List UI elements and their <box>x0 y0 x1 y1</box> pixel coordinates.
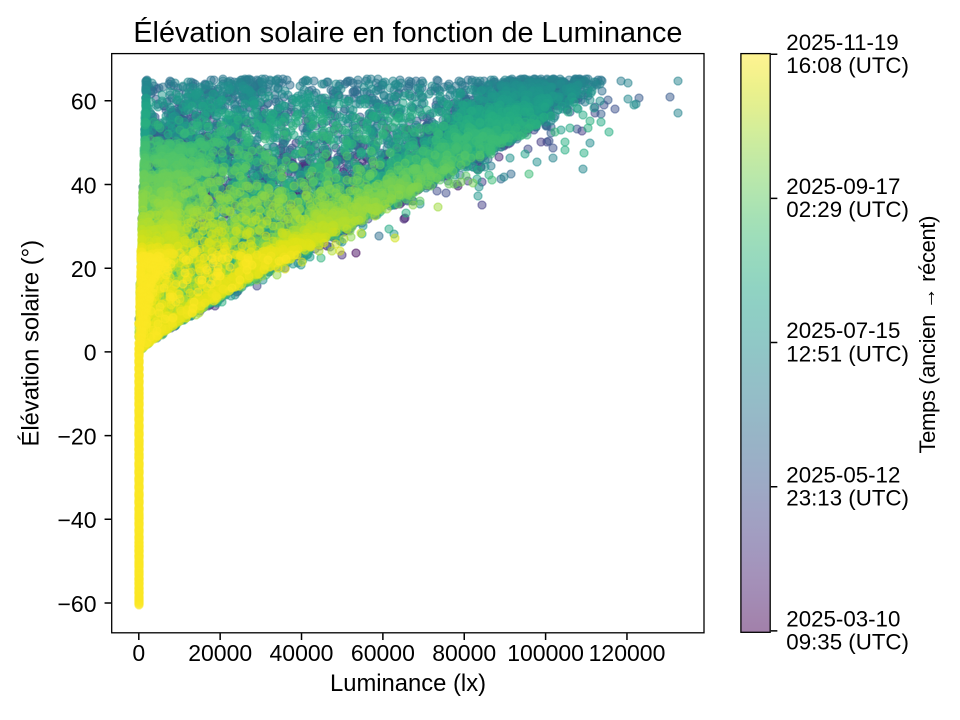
svg-text:2025-11-19: 2025-11-19 <box>786 30 898 55</box>
svg-text:2025-07-15: 2025-07-15 <box>786 318 900 343</box>
svg-text:−20: −20 <box>57 423 96 449</box>
svg-text:80000: 80000 <box>432 640 496 666</box>
svg-text:Élévation solaire (°): Élévation solaire (°) <box>18 240 45 447</box>
svg-text:0: 0 <box>132 640 145 666</box>
svg-text:2025-09-17: 2025-09-17 <box>786 174 900 199</box>
svg-text:12:51 (UTC): 12:51 (UTC) <box>786 341 909 366</box>
svg-text:−40: −40 <box>57 507 96 533</box>
svg-text:20000: 20000 <box>188 640 252 666</box>
svg-text:20: 20 <box>71 256 97 282</box>
svg-text:60000: 60000 <box>351 640 415 666</box>
svg-text:−60: −60 <box>57 591 96 617</box>
svg-text:60: 60 <box>71 89 97 115</box>
svg-text:09:35 (UTC): 09:35 (UTC) <box>786 630 909 655</box>
svg-text:0: 0 <box>84 340 97 366</box>
svg-text:16:08 (UTC): 16:08 (UTC) <box>786 53 909 78</box>
svg-text:2025-03-10: 2025-03-10 <box>786 607 900 632</box>
svg-text:40: 40 <box>71 172 97 198</box>
svg-text:120000: 120000 <box>589 640 666 666</box>
svg-text:40000: 40000 <box>270 640 334 666</box>
svg-text:2025-05-12: 2025-05-12 <box>786 462 900 487</box>
svg-text:23:13 (UTC): 23:13 (UTC) <box>786 486 909 511</box>
svg-text:Élévation solaire en fonction: Élévation solaire en fonction de Luminan… <box>133 16 682 49</box>
svg-text:02:29 (UTC): 02:29 (UTC) <box>786 197 909 222</box>
svg-text:Temps (ancien → récent): Temps (ancien → récent) <box>915 216 940 454</box>
svg-text:100000: 100000 <box>507 640 584 666</box>
svg-text:Luminance (lx): Luminance (lx) <box>330 670 486 697</box>
